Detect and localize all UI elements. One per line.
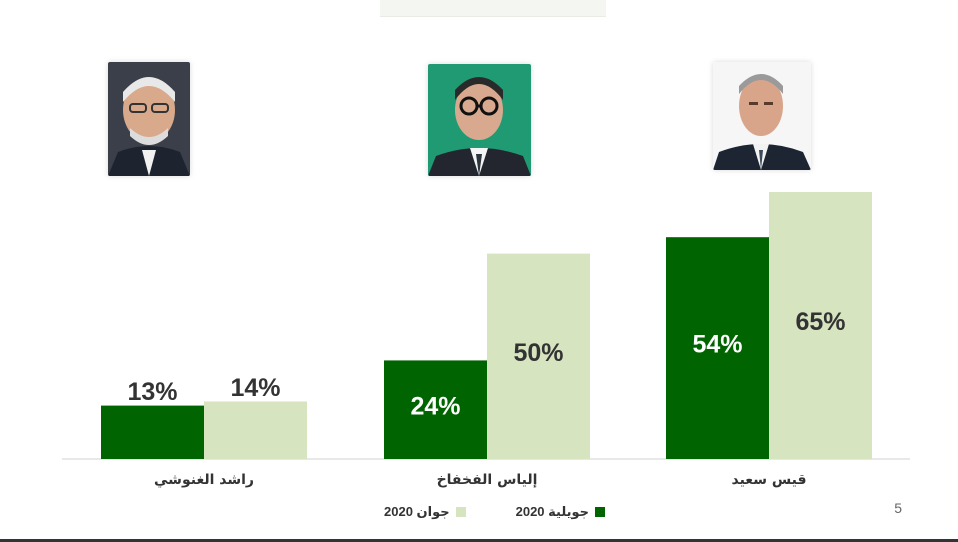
legend-item-july: جويلية 2020 (515, 504, 606, 520)
bar-june-0 (204, 401, 307, 459)
value-label-june-2: 65% (795, 308, 845, 336)
bar-july-2 (666, 237, 769, 459)
legend-label-june: جوان 2020 (384, 504, 450, 519)
category-label-0: راشد الغنوشي (154, 472, 254, 488)
bar-july-0 (101, 405, 204, 459)
bar-june-2 (769, 192, 872, 459)
slide-title-tab (380, 0, 606, 17)
bar-june-1 (487, 253, 590, 459)
legend-item-june: جوان 2020 (384, 504, 466, 520)
value-label-july-0: 13% (127, 378, 177, 406)
value-label-july-1: 24% (410, 392, 460, 420)
legend-swatch-june (455, 507, 466, 517)
legend-label-july: جويلية 2020 (515, 504, 590, 519)
value-label-july-2: 54% (692, 331, 742, 359)
chart-legend: جويلية 2020 جوان 2020 (384, 504, 606, 520)
category-label-1: إلياس الفخفاخ (437, 472, 538, 488)
page-number: 5 (894, 500, 902, 516)
bar-july-1 (384, 360, 487, 459)
legend-swatch-july (595, 507, 606, 517)
bottom-rule (0, 539, 958, 542)
category-label-2: قيس سعيد (731, 472, 806, 488)
value-label-june-0: 14% (230, 374, 280, 402)
value-label-june-1: 50% (513, 339, 563, 367)
portrait-saied-icon (713, 62, 811, 170)
portrait-fakhfakh-icon (428, 64, 531, 176)
portrait-ghannouchi-icon (108, 62, 190, 176)
